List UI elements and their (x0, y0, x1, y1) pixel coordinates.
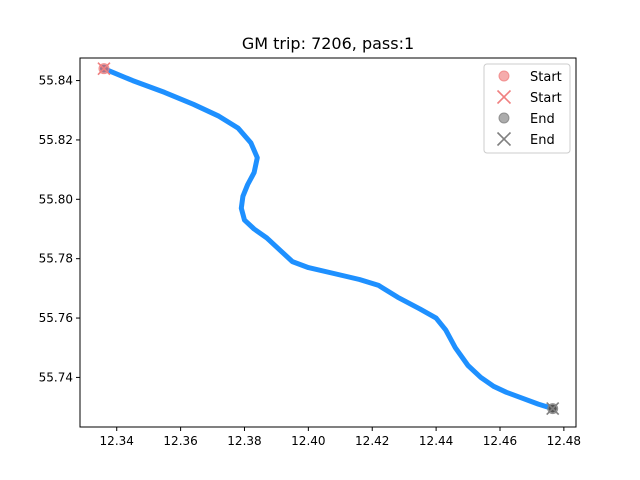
y-tick-label: 55.84 (39, 74, 73, 88)
x-tick-label: 12.38 (227, 434, 261, 448)
legend-label: End (530, 112, 555, 127)
legend-x-icon-stroke-b (496, 131, 512, 147)
legend-label: End (530, 133, 555, 148)
x-tick-label: 12.36 (163, 434, 197, 448)
x-axis: 12.34 12.36 12.38 12.40 12.42 12.44 12.46 12.48 (100, 427, 581, 448)
x-tick-label: 12.34 (100, 434, 134, 448)
legend-entry: End (498, 112, 555, 127)
marker-layer (97, 62, 560, 416)
x-tick-label: 12.46 (483, 434, 517, 448)
legend-box (483, 63, 571, 154)
y-tick-label: 55.80 (39, 192, 73, 206)
legend-x-icon (496, 89, 512, 105)
chart-title: GM trip: 7206, pass:1 (242, 34, 414, 53)
legend-x-icon-stroke-b (496, 89, 512, 105)
legend-circle-icon (498, 112, 510, 124)
x-tick-label: 12.42 (355, 434, 389, 448)
legend: Start Start End End (483, 63, 571, 154)
y-tick-label: 55.74 (39, 370, 73, 384)
legend-entry: End (496, 131, 555, 148)
x-tick-label: 12.40 (291, 434, 325, 448)
legend-x-icon (496, 131, 512, 147)
start-x-marker-stroke-b (97, 62, 111, 76)
x-tick-label: 12.48 (547, 434, 581, 448)
y-axis: 55.74 55.76 55.78 55.80 55.82 55.84 (39, 74, 80, 384)
legend-label: Start (530, 70, 562, 85)
y-tick-label: 55.76 (39, 311, 73, 325)
legend-entry: Start (496, 89, 562, 106)
legend-circle-icon (498, 70, 510, 82)
legend-label: Start (530, 91, 562, 106)
end-x-marker (546, 402, 560, 416)
end-x-marker-stroke-b (546, 402, 560, 416)
x-tick-label: 12.44 (419, 434, 453, 448)
start-x-marker (97, 62, 111, 76)
plot-frame (79, 57, 577, 428)
y-tick-label: 55.82 (39, 133, 73, 147)
route-line (101, 66, 556, 412)
y-tick-label: 55.78 (39, 252, 73, 266)
legend-entry: Start (498, 70, 562, 85)
